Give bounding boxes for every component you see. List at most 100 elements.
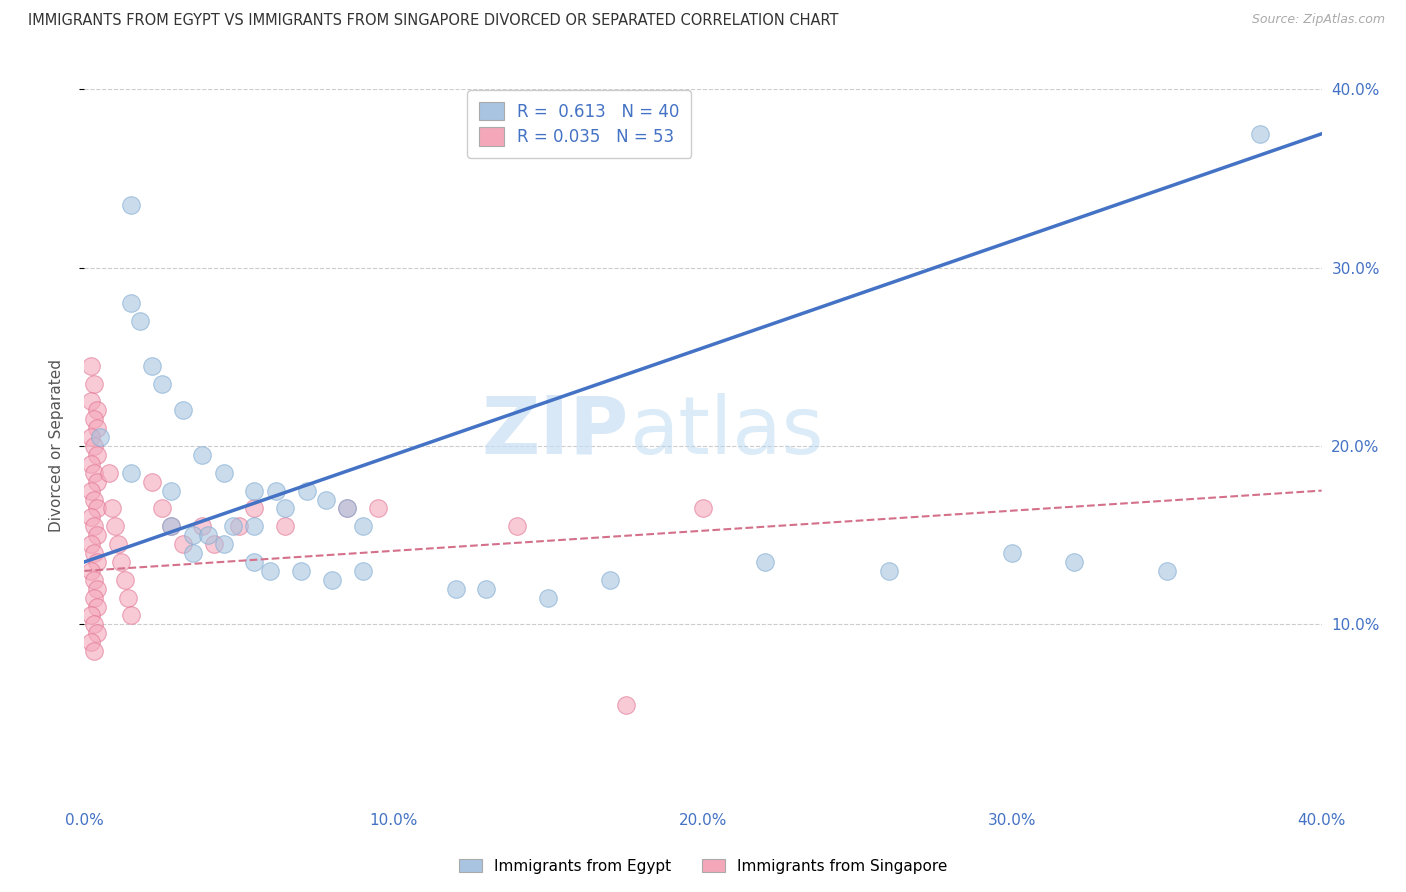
Point [264,483,287,498]
Point [295,483,318,498]
Point [79,537,101,551]
Point [181,528,204,542]
Point [321,573,343,587]
Point [83,412,105,426]
Point [172,403,194,417]
Point [120,608,142,623]
Point [114,573,136,587]
Point [160,519,183,533]
Point [110,555,132,569]
Point [352,519,374,533]
Point [83,573,105,587]
Point [79,608,101,623]
Point [243,519,266,533]
Point [79,359,101,373]
Y-axis label: Divorced or Separated: Divorced or Separated [49,359,63,533]
Point [290,564,312,578]
Point [181,546,204,560]
Point [352,564,374,578]
Point [79,483,101,498]
Point [86,599,108,614]
Point [83,591,105,605]
Point [243,555,266,569]
Point [877,564,900,578]
Point [79,394,101,409]
Point [191,448,214,462]
Text: Source: ZipAtlas.com: Source: ZipAtlas.com [1251,13,1385,27]
Point [150,376,173,391]
Point [614,698,637,712]
Point [1249,127,1271,141]
Point [259,564,281,578]
Point [83,376,105,391]
Point [212,466,235,480]
Point [86,501,108,516]
Point [160,519,183,533]
Point [336,501,359,516]
Point [202,537,225,551]
Point [191,519,214,533]
Point [506,519,529,533]
Point [1063,555,1085,569]
Text: atlas: atlas [628,392,823,471]
Point [117,591,139,605]
Point [79,564,101,578]
Point [315,492,337,507]
Point [197,528,219,542]
Point [86,475,108,489]
Point [79,510,101,524]
Point [141,475,163,489]
Point [692,501,714,516]
Point [107,537,129,551]
Point [83,439,105,453]
Point [86,448,108,462]
Point [222,519,245,533]
Point [83,617,105,632]
Point [120,466,142,480]
Point [599,573,621,587]
Point [141,359,163,373]
Point [86,403,108,417]
Point [336,501,359,516]
Point [129,314,152,328]
Legend: R =  0.613   N = 40, R = 0.035   N = 53: R = 0.613 N = 40, R = 0.035 N = 53 [467,90,692,158]
Point [83,492,105,507]
Point [212,537,235,551]
Point [243,501,266,516]
Text: IMMIGRANTS FROM EGYPT VS IMMIGRANTS FROM SINGAPORE DIVORCED OR SEPARATED CORRELA: IMMIGRANTS FROM EGYPT VS IMMIGRANTS FROM… [28,13,838,29]
Point [79,635,101,649]
Point [79,430,101,444]
Point [274,501,297,516]
Point [120,296,142,310]
Point [86,555,108,569]
Point [83,644,105,658]
Point [754,555,776,569]
Point [160,483,183,498]
Point [1001,546,1024,560]
Point [83,466,105,480]
Point [83,546,105,560]
Point [86,626,108,640]
Point [243,483,266,498]
Point [172,537,194,551]
Text: ZIP: ZIP [481,392,628,471]
Point [79,457,101,471]
Point [228,519,250,533]
Point [120,198,142,212]
Point [83,519,105,533]
Point [98,466,121,480]
Point [86,528,108,542]
Point [1156,564,1178,578]
Point [537,591,560,605]
Point [475,582,498,596]
Point [150,501,173,516]
Point [104,519,127,533]
Legend: Immigrants from Egypt, Immigrants from Singapore: Immigrants from Egypt, Immigrants from S… [453,853,953,880]
Point [444,582,467,596]
Point [101,501,124,516]
Point [89,430,111,444]
Point [86,582,108,596]
Point [274,519,297,533]
Point [86,421,108,435]
Point [367,501,389,516]
